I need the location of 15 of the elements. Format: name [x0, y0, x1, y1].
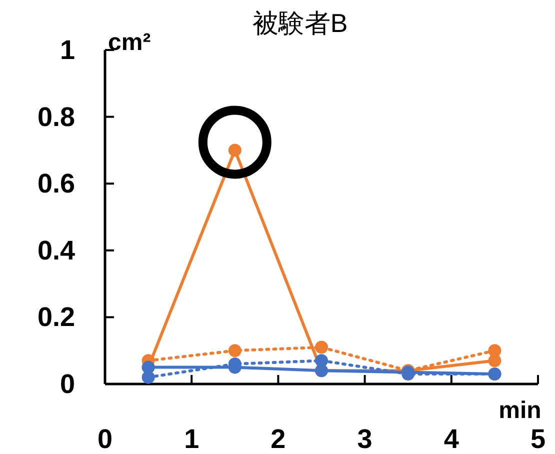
y-tick-label: 0.6	[37, 168, 75, 199]
y-axis-title: cm²	[108, 29, 151, 56]
chart-title: 被験者B	[252, 8, 348, 38]
y-tick-label: 0.2	[37, 302, 75, 332]
y-tick-label: 0.8	[37, 102, 75, 132]
x-tick-label: 1	[184, 424, 200, 454]
x-axis-title: min	[498, 397, 542, 424]
y-tick-label: 0.4	[37, 235, 75, 266]
y-tick-label: 0	[60, 369, 75, 399]
x-tick-label: 4	[444, 424, 459, 454]
y-tick-label: 1	[60, 35, 75, 65]
x-tick-label: 3	[357, 424, 372, 454]
x-tick-label: 5	[530, 424, 546, 454]
x-tick-label: 2	[270, 424, 286, 454]
x-tick-label: 0	[97, 424, 113, 454]
